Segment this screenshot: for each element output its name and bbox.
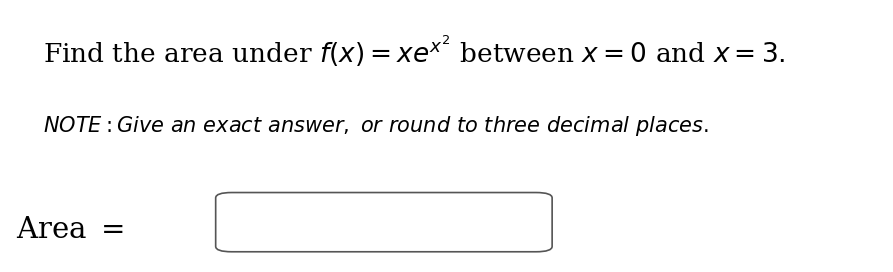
Text: $\it{NOTE: Give\ an\ exact\ answer,\ or\ round\ to\ three\ decimal\ places.}$: $\it{NOTE: Give\ an\ exact\ answer,\ or\… [44, 115, 709, 138]
FancyBboxPatch shape [216, 193, 552, 252]
Text: Find the area under $f(x) = xe^{x^2}$ between $x = 0$ and $x = 3.$: Find the area under $f(x) = xe^{x^2}$ be… [44, 34, 786, 69]
Text: Area $=$: Area $=$ [15, 216, 123, 244]
